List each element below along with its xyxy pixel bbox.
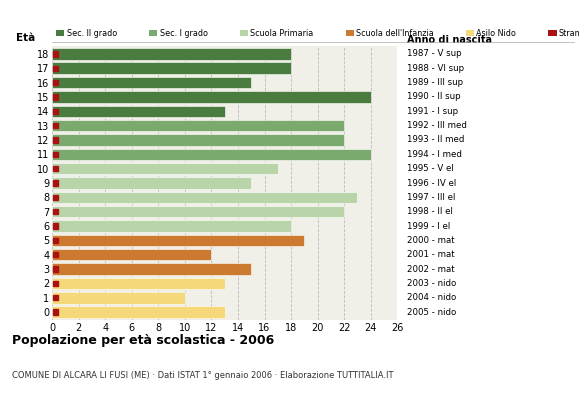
Bar — [53, 108, 59, 114]
Bar — [52, 48, 291, 60]
Text: 1998 - II el: 1998 - II el — [407, 207, 452, 216]
Bar — [53, 123, 59, 128]
Bar — [52, 249, 212, 260]
Bar — [53, 94, 59, 100]
Text: 1994 - I med: 1994 - I med — [407, 150, 462, 159]
Bar — [53, 166, 59, 171]
Text: 2003 - nido: 2003 - nido — [407, 279, 456, 288]
Bar — [52, 177, 251, 189]
Text: 1988 - VI sup: 1988 - VI sup — [407, 64, 463, 73]
Text: Anno di nascita: Anno di nascita — [407, 34, 492, 44]
Bar — [52, 91, 371, 103]
Bar — [52, 120, 344, 131]
Text: 1987 - V sup: 1987 - V sup — [407, 49, 461, 58]
Bar — [53, 281, 59, 286]
Bar — [52, 77, 251, 88]
Bar — [52, 148, 371, 160]
Text: 1990 - II sup: 1990 - II sup — [407, 92, 460, 102]
Text: 1993 - II med: 1993 - II med — [407, 136, 464, 144]
Bar — [53, 80, 59, 85]
Text: 1989 - III sup: 1989 - III sup — [407, 78, 463, 87]
Bar — [53, 66, 59, 71]
Text: 1999 - I el: 1999 - I el — [407, 222, 450, 230]
Bar — [53, 223, 59, 229]
Text: Età: Età — [16, 33, 35, 43]
Text: 1996 - IV el: 1996 - IV el — [407, 178, 456, 188]
Bar — [53, 180, 59, 186]
Bar — [52, 106, 225, 117]
Bar — [52, 192, 357, 203]
Bar — [52, 235, 305, 246]
Text: 1997 - III el: 1997 - III el — [407, 193, 455, 202]
Bar — [52, 134, 344, 146]
Text: 1992 - III med: 1992 - III med — [407, 121, 466, 130]
Bar — [52, 163, 278, 174]
Bar — [52, 206, 344, 218]
Bar — [52, 278, 225, 289]
Text: 1991 - I sup: 1991 - I sup — [407, 107, 458, 116]
Text: COMUNE DI ALCARA LI FUSI (ME) · Dati ISTAT 1° gennaio 2006 · Elaborazione TUTTIT: COMUNE DI ALCARA LI FUSI (ME) · Dati IST… — [12, 371, 393, 380]
Bar — [53, 195, 59, 200]
Bar — [52, 306, 225, 318]
Bar — [52, 263, 251, 275]
Bar — [53, 152, 59, 157]
Text: 2005 - nido: 2005 - nido — [407, 308, 456, 317]
Bar — [53, 209, 59, 214]
Legend: Sec. II grado, Sec. I grado, Scuola Primaria, Scuola dell'Infanzia, Asilo Nido, : Sec. II grado, Sec. I grado, Scuola Prim… — [56, 29, 580, 38]
Text: 2000 - mat: 2000 - mat — [407, 236, 454, 245]
Text: 1995 - V el: 1995 - V el — [407, 164, 454, 173]
Bar — [52, 62, 291, 74]
Bar — [53, 295, 59, 300]
Text: 2002 - mat: 2002 - mat — [407, 264, 454, 274]
Bar — [52, 220, 291, 232]
Bar — [53, 137, 59, 143]
Bar — [53, 51, 59, 57]
Bar — [53, 252, 59, 258]
Text: 2001 - mat: 2001 - mat — [407, 250, 454, 259]
Bar — [53, 238, 59, 243]
Bar — [53, 309, 59, 315]
Text: Popolazione per età scolastica - 2006: Popolazione per età scolastica - 2006 — [12, 334, 274, 347]
Bar — [53, 266, 59, 272]
Text: 2004 - nido: 2004 - nido — [407, 293, 456, 302]
Bar — [52, 292, 185, 304]
